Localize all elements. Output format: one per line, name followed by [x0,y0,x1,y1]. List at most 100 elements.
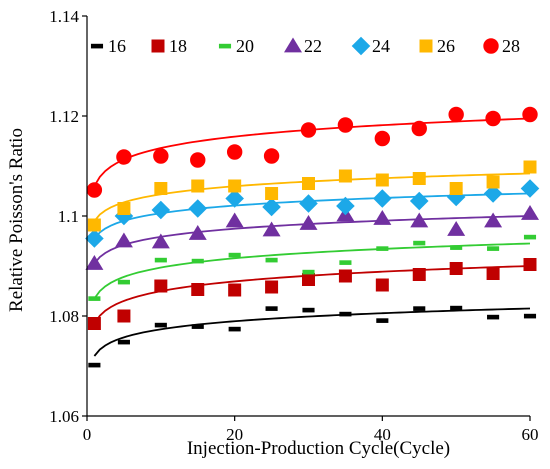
point-28 [448,106,464,123]
point-22 [447,220,466,236]
point-28 [153,148,169,164]
point-16 [228,326,241,332]
point-20 [228,252,241,258]
x-tick-label: 20 [226,425,243,444]
point-24 [520,179,540,198]
point-26 [191,179,205,193]
point-26 [449,182,463,195]
legend-label-18: 18 [169,36,187,56]
legend-label-22: 22 [304,36,322,56]
point-16 [487,314,500,320]
point-24 [409,191,429,211]
trendline-16 [93,307,531,357]
data-points [85,106,540,368]
point-20 [450,245,463,250]
legend-marker-28 [483,38,499,54]
legend-label-26: 26 [437,36,455,56]
point-20 [376,246,389,251]
point-20 [154,257,167,263]
legend-marker-26 [419,39,433,53]
point-24 [262,197,281,217]
point-16 [523,313,537,319]
point-28 [86,182,103,198]
point-28 [190,152,206,168]
point-24 [299,194,318,213]
point-24 [85,229,104,248]
point-22 [85,254,104,270]
point-26 [375,173,389,187]
point-24 [373,189,392,208]
y-tick-label: 1.1 [58,207,79,226]
series-18 [87,258,537,330]
point-20 [413,240,426,246]
series-16 [88,305,537,368]
point-16 [154,322,167,328]
point-20 [88,296,101,301]
y-tick-label: 1.12 [49,107,79,126]
point-26 [302,177,315,190]
point-22 [521,204,539,220]
point-16 [413,306,426,311]
point-20 [117,279,130,285]
point-18 [375,278,389,292]
legend-label-24: 24 [372,36,390,56]
series-26 [87,160,537,232]
point-20 [302,269,315,275]
ticks: 1.06 1.08 1.1 1.12 1.14 0 20 40 60 [49,7,538,444]
point-22 [373,209,392,225]
x-tick-label: 40 [374,425,391,444]
series-20 [88,234,537,301]
point-16 [117,339,130,345]
point-28 [300,122,317,138]
x-axis-label: Injection-Production Cycle(Cycle) [187,438,450,459]
legend-marker-20 [218,43,232,49]
point-28 [411,120,427,137]
point-26 [154,182,168,195]
point-28 [374,130,391,147]
point-20 [339,260,352,265]
point-24 [483,184,503,203]
point-26 [523,160,537,174]
point-26 [117,202,131,215]
point-26 [338,169,352,183]
series-22 [85,204,539,270]
x-tick-label: 60 [522,425,539,444]
point-28 [522,106,538,123]
point-22 [151,233,170,249]
legend-label-20: 20 [236,36,254,56]
y-tick-label: 1.14 [49,7,79,26]
point-16 [302,307,315,313]
point-24 [188,199,208,218]
series-28 [86,106,538,198]
legend: 16 18 20 22 24 26 28 [90,36,520,56]
point-22 [484,212,503,228]
y-tick-label: 1.08 [49,307,79,326]
point-22 [299,214,318,230]
legend-marker-16 [90,43,104,49]
point-24 [336,196,355,216]
point-20 [487,246,500,251]
point-16 [450,305,463,311]
point-22 [262,221,281,237]
point-18 [191,283,205,296]
point-26 [265,187,279,200]
x-tick-label: 0 [83,425,92,444]
point-18 [154,279,168,293]
point-28 [337,117,354,133]
legend-marker-22 [284,37,302,53]
point-20 [523,234,537,240]
point-18 [117,309,131,323]
legend-marker-18 [151,39,165,53]
point-26 [412,172,426,185]
point-18 [486,267,500,280]
point-18 [265,280,279,294]
point-16 [191,324,204,329]
point-24 [151,200,171,220]
point-28 [116,149,132,165]
point-18 [228,283,242,297]
legend-label-28: 28 [502,36,520,56]
point-18 [338,269,352,283]
legend-marker-24 [351,36,371,56]
point-18 [412,268,426,281]
